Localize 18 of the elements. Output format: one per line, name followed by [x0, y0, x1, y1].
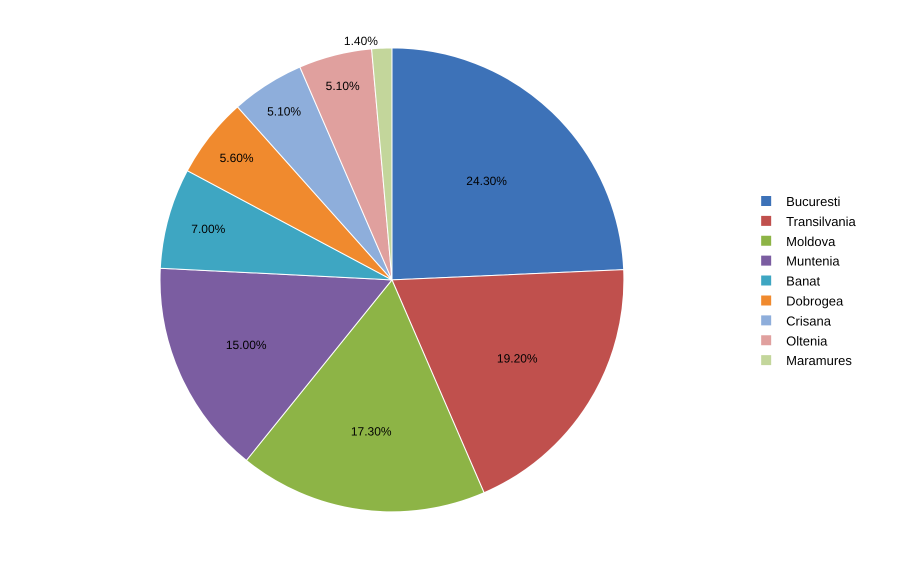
legend-label: Maramures [786, 353, 852, 368]
data-label: 5.10% [326, 78, 360, 93]
data-label: 7.00% [191, 222, 226, 236]
data-label: 1.40% [344, 34, 378, 48]
legend-label: Muntenia [786, 254, 840, 269]
legend-label: Crisana [786, 313, 832, 328]
legend-label: Bucuresti [786, 194, 840, 210]
legend-label: Transilvania [786, 214, 857, 229]
legend-label: Banat [786, 274, 821, 289]
data-label: 19.20% [496, 351, 538, 366]
data-label: 15.00% [226, 338, 267, 352]
legend-label: Moldova [786, 234, 836, 249]
legend-label: Oltenia [786, 333, 828, 348]
data-label: 5.60% [220, 150, 254, 165]
data-label: 5.10% [267, 104, 302, 118]
legend-label: Dobrogea [786, 294, 844, 309]
data-label: 17.30% [350, 424, 392, 438]
data-label: 24.30% [466, 174, 508, 188]
